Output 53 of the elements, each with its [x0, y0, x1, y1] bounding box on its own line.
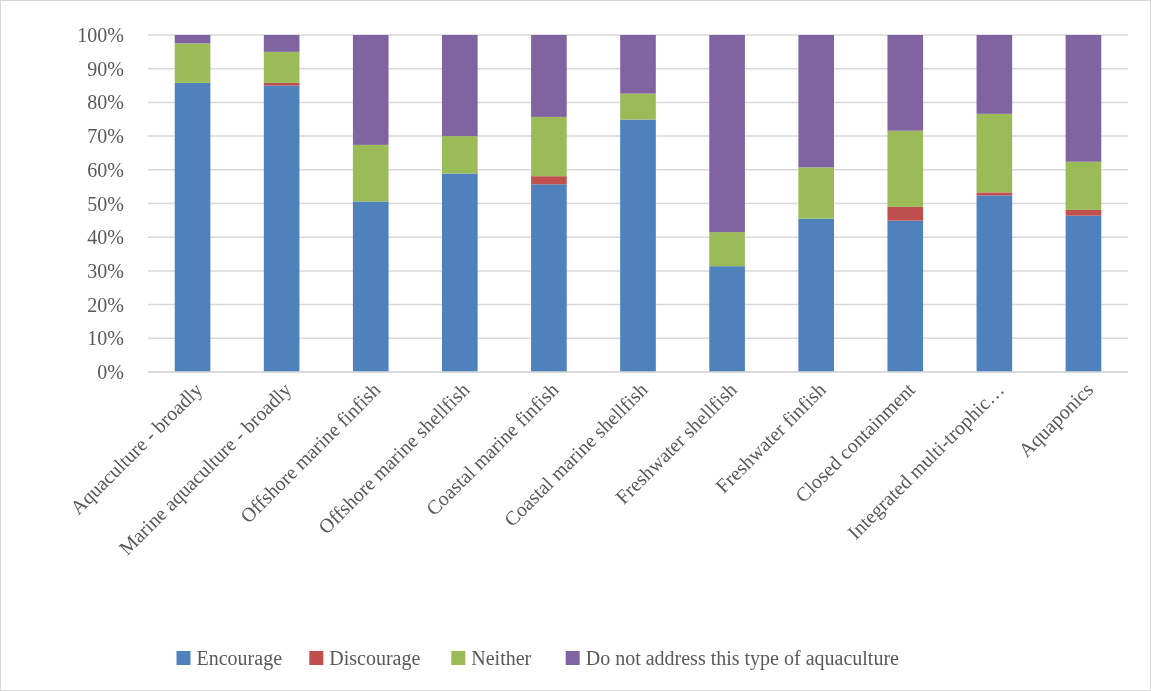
bar — [620, 93, 656, 120]
bar — [976, 113, 1013, 193]
bar — [887, 130, 924, 207]
bar — [263, 51, 300, 83]
bar — [352, 144, 389, 202]
y-tick-label: 20% — [87, 293, 124, 316]
bar — [174, 82, 211, 372]
y-tick-label: 90% — [87, 57, 124, 80]
y-tick-label: 100% — [77, 24, 124, 46]
legend-label: Discourage — [329, 647, 421, 670]
bar — [620, 119, 656, 372]
bar — [798, 167, 834, 219]
bar — [352, 201, 389, 372]
y-tick-label: 80% — [87, 91, 124, 114]
bar — [1065, 215, 1102, 372]
bar — [531, 184, 567, 372]
y-tick-label: 40% — [87, 226, 124, 249]
bar — [976, 195, 1013, 372]
bar — [174, 43, 211, 83]
bar — [174, 35, 211, 44]
bar — [442, 173, 478, 372]
legend-label: Encourage — [196, 647, 283, 670]
bar — [887, 206, 924, 221]
bar — [709, 266, 745, 372]
y-tick-label: 30% — [87, 259, 124, 282]
bar — [442, 35, 478, 137]
bar — [1065, 161, 1102, 210]
bar — [798, 35, 834, 168]
bar — [798, 218, 834, 372]
bar — [709, 232, 745, 267]
bar — [531, 116, 567, 177]
bar — [531, 176, 567, 185]
bar — [887, 220, 924, 372]
bar — [531, 35, 567, 117]
legend-label: Neither — [471, 647, 532, 669]
y-tick-label: 10% — [87, 327, 124, 350]
bar — [1065, 209, 1102, 216]
bar — [352, 35, 389, 145]
bar — [263, 85, 300, 372]
bar — [887, 35, 924, 131]
y-tick-label: 70% — [87, 125, 124, 148]
y-tick-label: 50% — [87, 192, 124, 215]
bar — [263, 35, 300, 52]
y-tick-label: 0% — [97, 361, 124, 383]
bar — [976, 192, 1013, 196]
bar — [709, 35, 745, 233]
y-tick-label: 60% — [87, 158, 124, 181]
bar — [263, 82, 300, 86]
bar — [442, 136, 478, 174]
legend-label: Do not address this type of aquaculture — [585, 647, 900, 670]
bar — [1065, 35, 1102, 162]
bar — [620, 35, 656, 94]
bar — [976, 35, 1013, 114]
